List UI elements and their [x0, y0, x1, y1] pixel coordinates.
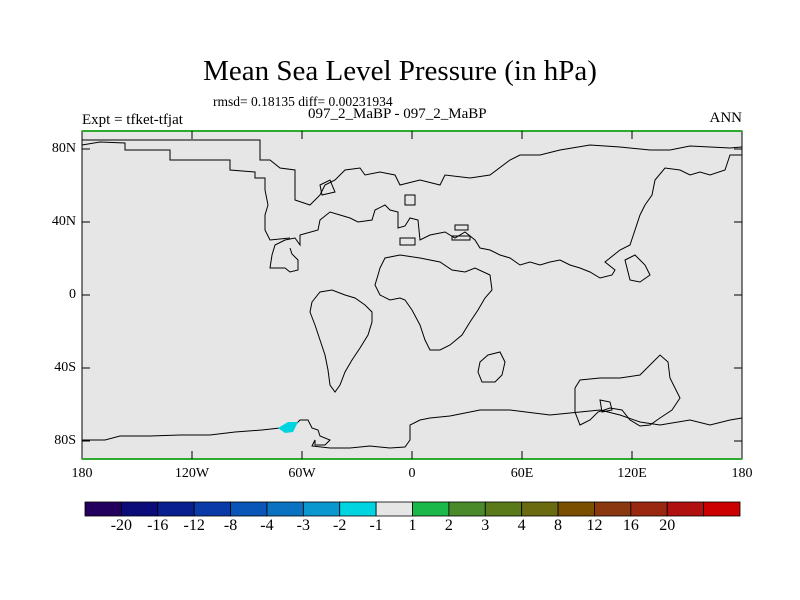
colorbar-box: [302, 501, 341, 517]
colorbar-label: -4: [260, 517, 274, 534]
map-background: [82, 131, 742, 459]
colorbar-label: -2: [333, 517, 347, 534]
colorbar-box: [666, 501, 705, 517]
coastlines: [81, 139, 743, 449]
colorbar-box: [84, 501, 122, 517]
lon-tick-label: 180: [71, 466, 93, 481]
colorbar-box: [157, 501, 195, 517]
lon-tick-label: 60W: [288, 466, 316, 481]
colorbar-box: [120, 501, 159, 517]
colorbar-label: 8: [554, 517, 563, 534]
colorbar-label: 3: [481, 517, 490, 534]
colorbar-label: 4: [517, 517, 526, 534]
colorbar-label: 2: [444, 517, 453, 534]
experiment-label: Expt = tfket-tfjat: [82, 112, 183, 128]
colorbar-label: -1: [369, 517, 383, 534]
colorbar-box: [412, 501, 450, 517]
colorbar-box: [703, 501, 741, 517]
colorbar-box: [521, 501, 559, 517]
lat-tick-label: 40S: [54, 360, 76, 375]
lon-tick-label: 120E: [617, 466, 647, 481]
colorbar-box: [193, 501, 231, 517]
colorbar-box: [266, 501, 304, 517]
comparison-label: 097_2_MaBP - 097_2_MaBP: [308, 106, 487, 122]
map-title: Mean Sea Level Pressure (in hPa): [203, 55, 597, 87]
colorbar-box: [375, 501, 413, 517]
colorbar-label: -16: [147, 517, 169, 534]
colorbar-label: 12: [586, 517, 603, 534]
colorbar-box: [339, 501, 377, 517]
colorbar-label: 20: [659, 517, 676, 534]
lon-tick-label: 120W: [174, 466, 210, 481]
lon-tick-label: 0: [408, 466, 416, 481]
lat-tick-label: 0: [69, 287, 76, 302]
tick-marks: [82, 131, 742, 459]
colorbar-label: -8: [223, 517, 238, 534]
stats-text: rmsd= 0.18135 diff= 0.00231934: [213, 94, 393, 109]
colorbar-box: [630, 501, 668, 517]
anomaly-patch: [278, 422, 298, 433]
lat-tick-label: 80S: [54, 433, 76, 448]
colorbar-label: -20: [110, 517, 133, 534]
colorbar-label: -3: [296, 517, 310, 534]
lon-tick-label: 180: [731, 466, 753, 481]
season-label: ANN: [709, 110, 743, 126]
colorbar-box: [557, 501, 595, 517]
colorbar-box: [230, 501, 268, 517]
lat-tick-label: 80N: [51, 141, 76, 156]
lon-tick-label: 60E: [510, 466, 534, 481]
colorbar-box: [448, 501, 486, 517]
colorbar-label: -12: [183, 517, 205, 534]
lat-tick-label: 40N: [51, 214, 76, 229]
colorbar-box: [594, 501, 632, 517]
colorbar-box: [484, 501, 523, 517]
colorbar-label: 16: [622, 517, 639, 534]
colorbar-label: 1: [408, 517, 417, 534]
